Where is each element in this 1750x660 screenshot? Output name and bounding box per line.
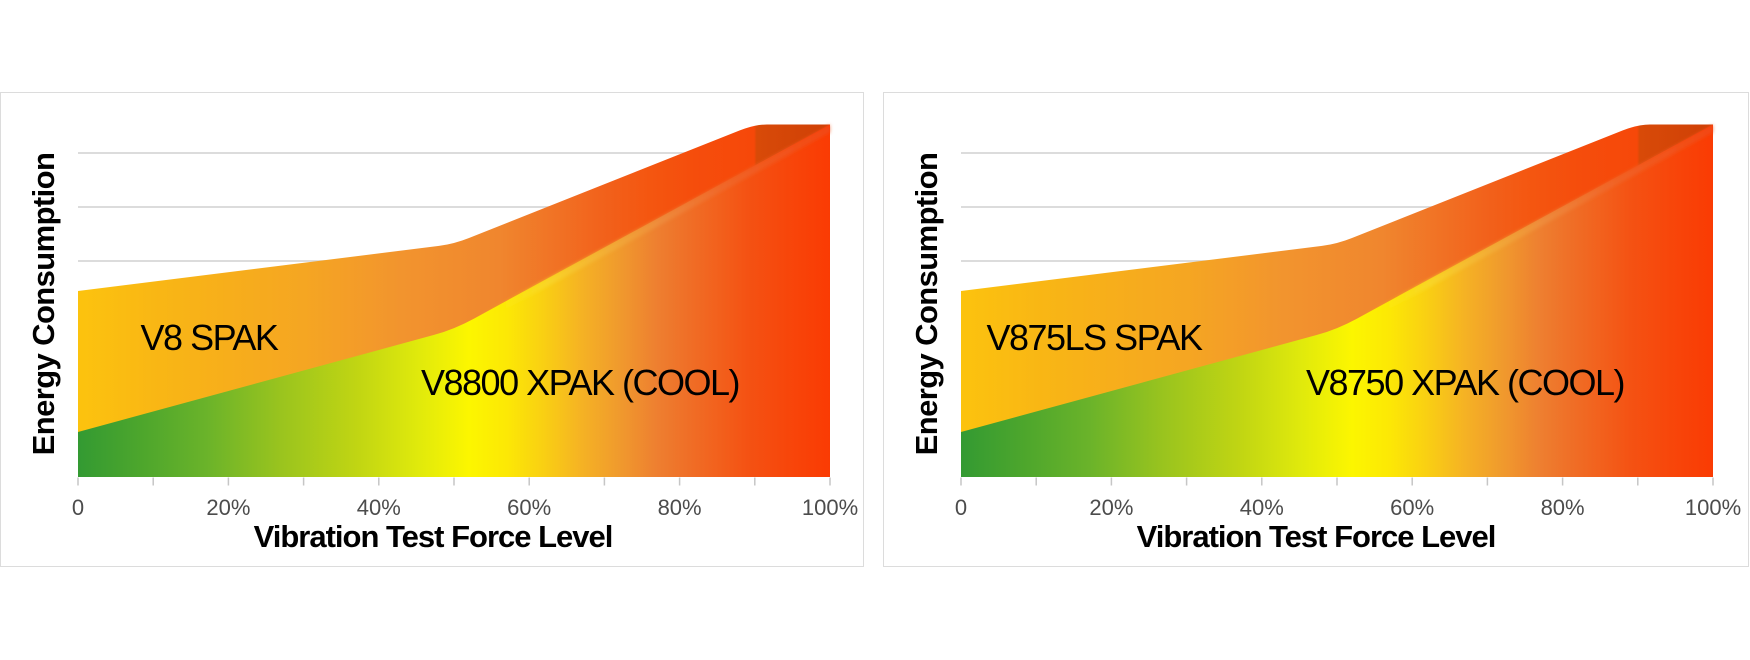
svg-text:60%: 60% [1390, 495, 1434, 520]
svg-text:40%: 40% [357, 495, 401, 520]
svg-text:20%: 20% [1089, 495, 1133, 520]
svg-text:100%: 100% [1685, 495, 1741, 520]
svg-text:80%: 80% [658, 495, 702, 520]
svg-text:0: 0 [72, 495, 84, 520]
svg-text:V8 SPAK: V8 SPAK [141, 317, 279, 358]
svg-text:V875LS SPAK: V875LS SPAK [987, 317, 1203, 358]
svg-text:20%: 20% [206, 495, 250, 520]
svg-text:60%: 60% [507, 495, 551, 520]
svg-text:Energy Consumption: Energy Consumption [909, 153, 944, 456]
svg-text:V8800 XPAK (COOL): V8800 XPAK (COOL) [421, 362, 739, 403]
svg-text:Energy Consumption: Energy Consumption [26, 153, 61, 456]
svg-text:Vibration Test Force Level: Vibration Test Force Level [1137, 519, 1496, 554]
svg-text:0: 0 [955, 495, 967, 520]
svg-text:Vibration Test Force Level: Vibration Test Force Level [254, 519, 613, 554]
svg-text:40%: 40% [1240, 495, 1284, 520]
svg-text:100%: 100% [802, 495, 858, 520]
svg-text:80%: 80% [1541, 495, 1585, 520]
svg-text:V8750 XPAK (COOL): V8750 XPAK (COOL) [1306, 362, 1624, 403]
